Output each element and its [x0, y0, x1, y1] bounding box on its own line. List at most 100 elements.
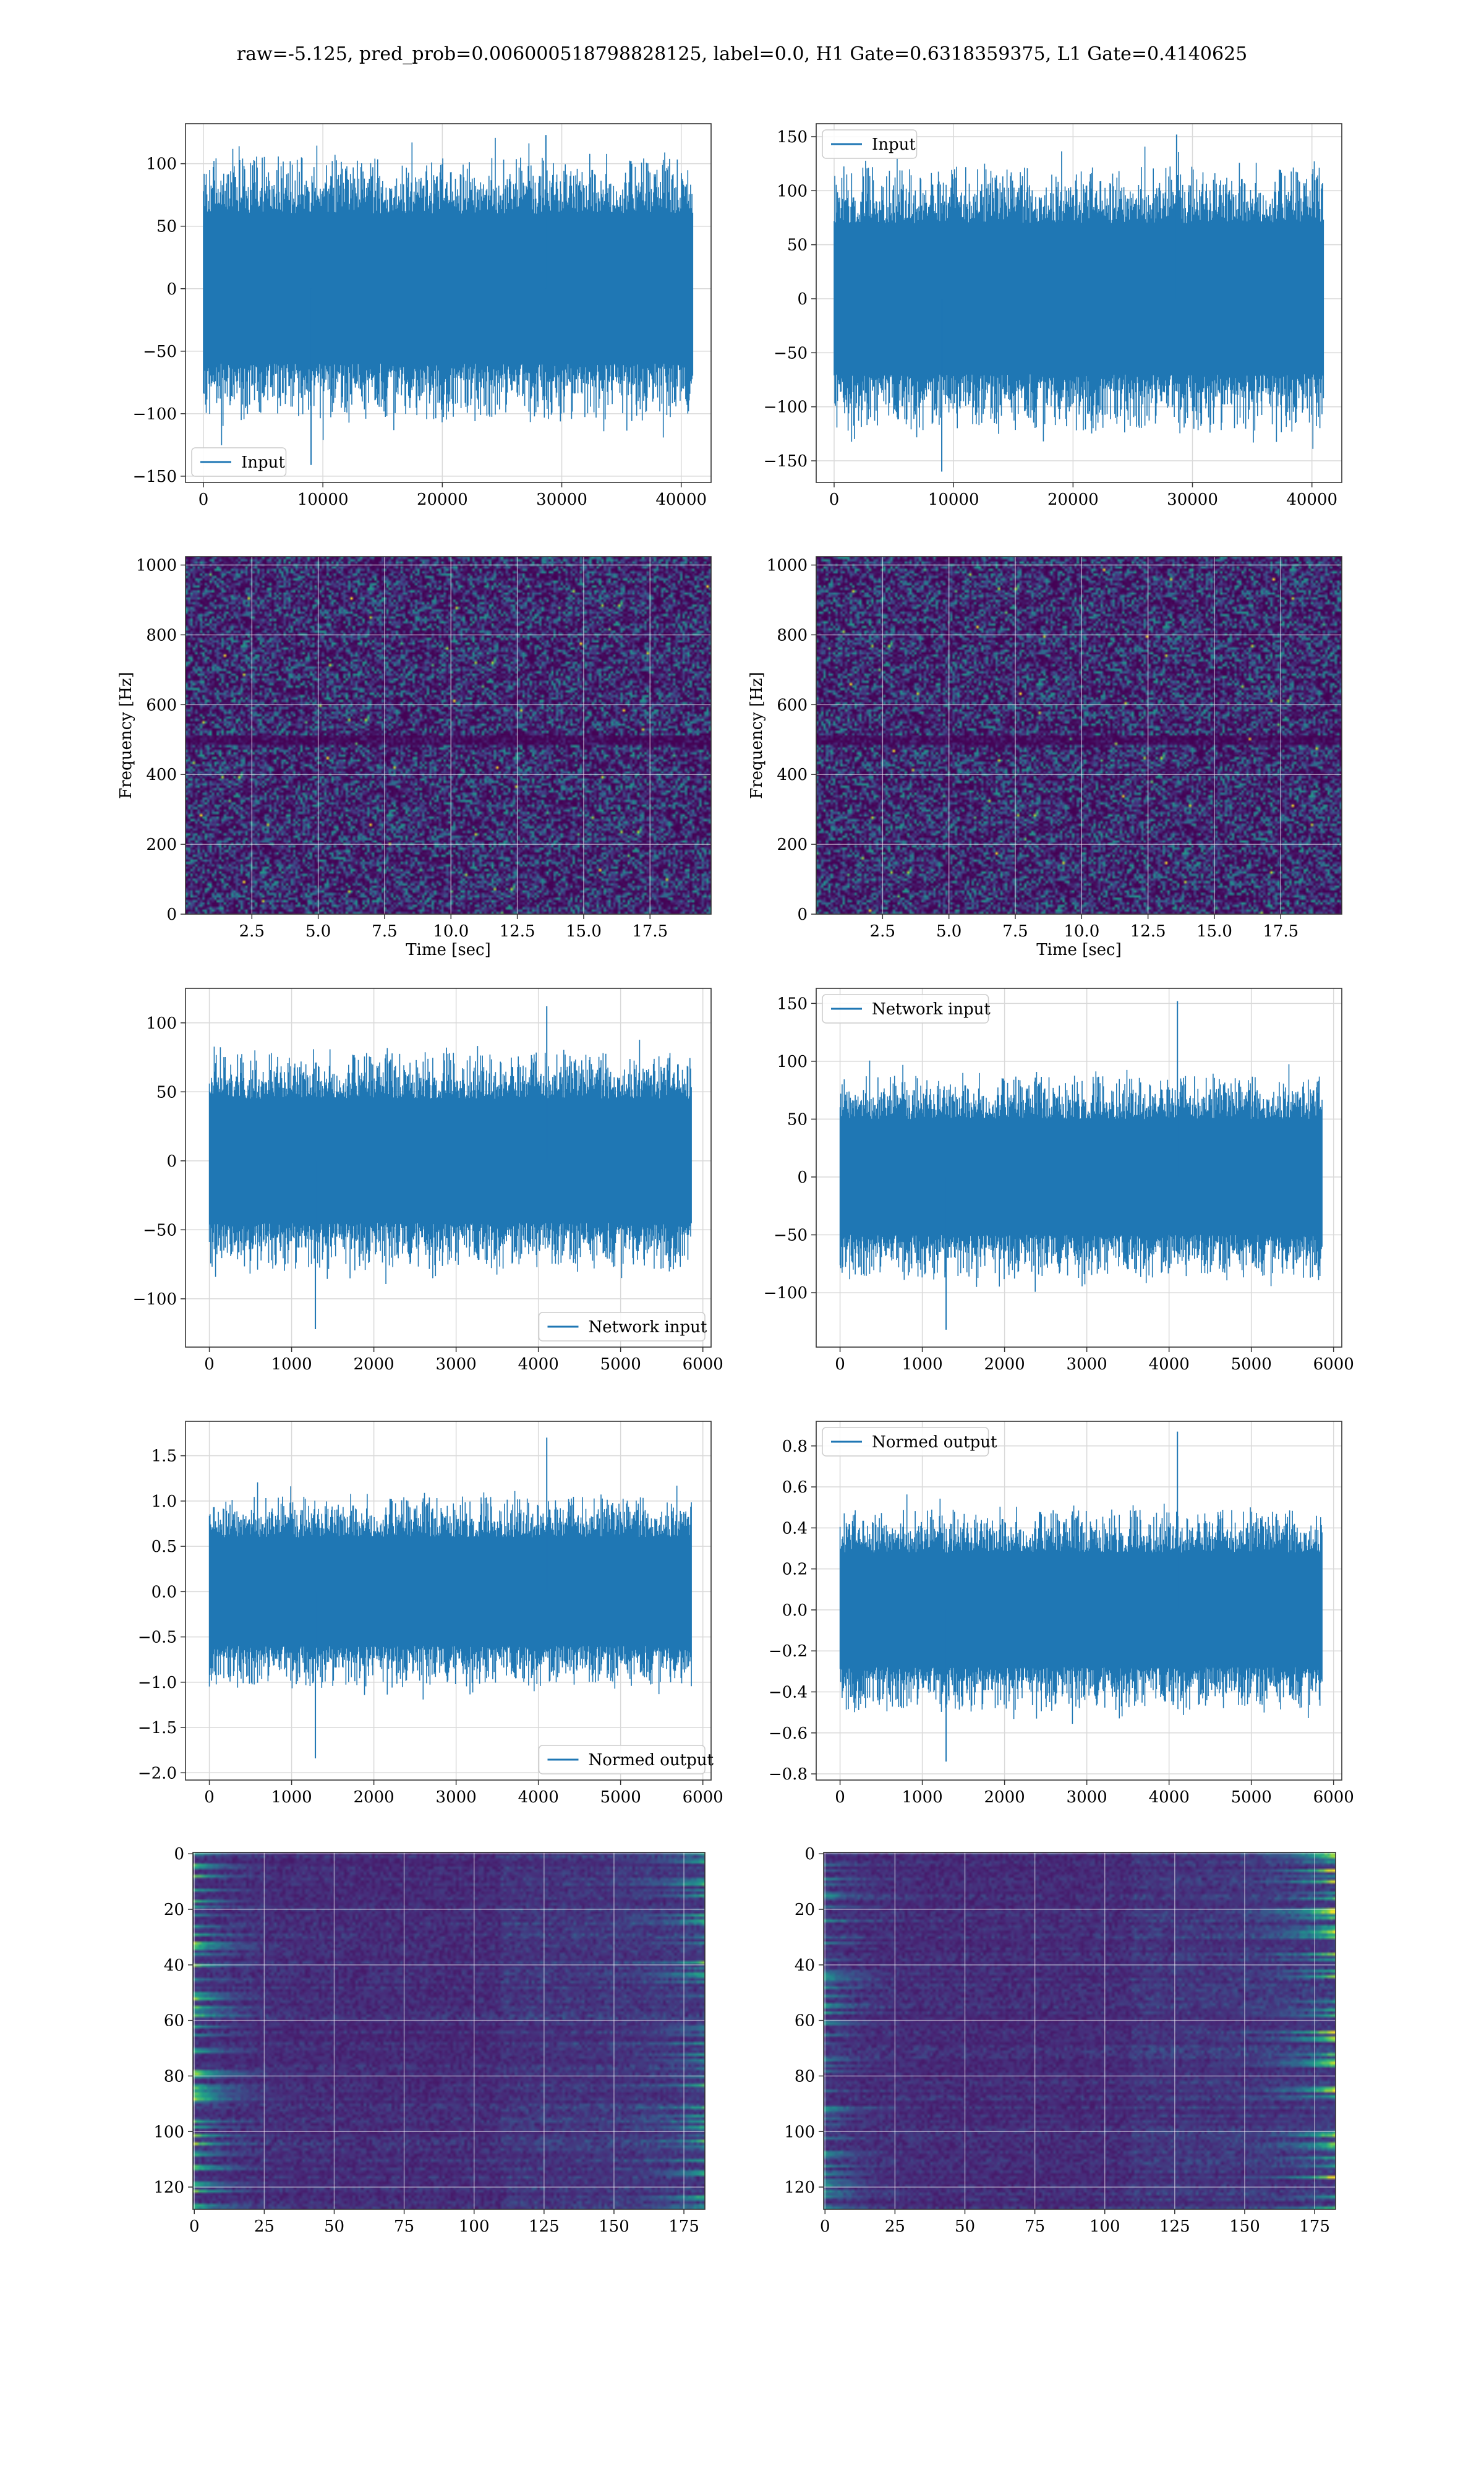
- x-tick-label: 0: [198, 490, 209, 509]
- x-tick-label: 12.5: [500, 922, 535, 941]
- y-tick-label: 600: [777, 696, 808, 714]
- y-tick-label: 600: [146, 696, 177, 714]
- series-line: [839, 1060, 1323, 1292]
- axes-frame: [816, 556, 1342, 915]
- x-tick-label: 125: [1159, 2217, 1190, 2236]
- line-chart-panel: 0 10000 20000 30000 40000 −150 −100 −50 0 50 100 In…: [133, 123, 712, 509]
- y-tick-label: −1.5: [138, 1719, 177, 1737]
- x-tick-label: 2000: [984, 1355, 1025, 1374]
- axes-frame: [185, 988, 712, 1348]
- axes-frame: [816, 1421, 1342, 1781]
- y-tick-label: 50: [787, 236, 808, 255]
- x-tick-label: 0: [829, 490, 840, 509]
- feature-map-image: [824, 1852, 1336, 2209]
- x-tick-label: 40000: [1286, 490, 1337, 509]
- x-tick-label: 15.0: [1196, 922, 1232, 941]
- legend-label: Network input: [589, 1318, 707, 1337]
- y-tick-label: −50: [774, 344, 808, 362]
- legend-label: Normed output: [872, 1433, 997, 1452]
- x-tick-label: 6000: [1313, 1788, 1354, 1807]
- x-tick-label: 1000: [271, 1788, 312, 1807]
- x-tick-label: 10.0: [433, 922, 469, 941]
- y-tick-label: 150: [777, 995, 808, 1013]
- legend: Normed output: [538, 1745, 714, 1774]
- legend-box: [191, 447, 287, 477]
- x-tick-label: 1000: [902, 1788, 943, 1807]
- line-chart-panel: 0 1000 2000 3000 4000 5000 6000 −0.8 −0.6 −0.4 −0.…: [769, 1421, 1354, 1807]
- feature-map-panel: 0 25 50 75 100 125 150 175 0 20 40 60 80 100 120: [784, 1845, 1336, 2236]
- series-line: [208, 1482, 692, 1700]
- y-tick-label: 0.6: [782, 1478, 808, 1497]
- y-tick-label: 100: [146, 155, 177, 174]
- x-tick-label: 0: [189, 2217, 200, 2236]
- axes-frame: [823, 1852, 1336, 2210]
- x-tick-label: 5.0: [305, 922, 331, 941]
- y-tick-label: 40: [795, 1956, 815, 1975]
- x-tick-label: 1000: [271, 1355, 312, 1374]
- x-tick-label: 7.5: [372, 922, 397, 941]
- x-tick-label: 6000: [1313, 1355, 1354, 1374]
- y-tick-label: 60: [795, 2012, 815, 2031]
- y-tick-label: 150: [777, 128, 808, 147]
- gridlines: [193, 1852, 705, 2209]
- y-tick-label: 800: [777, 626, 808, 644]
- x-tick-label: 25: [254, 2217, 275, 2236]
- x-tick-label: 10000: [928, 490, 979, 509]
- legend-box: [538, 1312, 706, 1342]
- x-tick-label: 5000: [600, 1788, 641, 1807]
- legend: Input: [822, 129, 918, 159]
- x-tick-label: 6000: [683, 1355, 723, 1374]
- x-tick-label: 0: [204, 1355, 215, 1374]
- y-tick-label: 0.0: [151, 1583, 177, 1601]
- y-tick-label: −50: [143, 343, 177, 361]
- x-tick-label: 150: [1229, 2217, 1260, 2236]
- x-tick-label: 2000: [984, 1788, 1025, 1807]
- y-tick-label: 0: [166, 1152, 177, 1171]
- legend-label: Network input: [872, 1000, 991, 1019]
- x-tick-label: 0: [835, 1788, 845, 1807]
- x-tick-label: 2.5: [870, 922, 895, 941]
- y-tick-label: 120: [153, 2178, 184, 2197]
- axes-frame: [816, 988, 1342, 1348]
- y-tick-label: 60: [164, 2012, 184, 2031]
- x-tick-label: 15.0: [566, 922, 602, 941]
- y-tick-label: −1.0: [138, 1674, 177, 1692]
- x-tick-label: 125: [529, 2217, 560, 2236]
- x-tick-label: 30000: [1167, 490, 1218, 509]
- legend-box: [538, 1745, 706, 1774]
- legend-label: Input: [241, 453, 285, 472]
- axes-frame: [185, 556, 712, 915]
- line-chart-panel: 0 10000 20000 30000 40000 −150 −100 −50 0 50 100 15…: [764, 123, 1342, 509]
- y-tick-label: 50: [156, 218, 177, 236]
- x-tick-label: 4000: [1149, 1355, 1190, 1374]
- y-tick-label: −100: [133, 405, 177, 424]
- y-tick-label: 0.4: [782, 1519, 808, 1538]
- x-tick-label: 2.5: [239, 922, 265, 941]
- y-tick-label: 400: [777, 766, 808, 784]
- x-tick-label: 75: [1025, 2217, 1045, 2236]
- y-tick-label: 80: [164, 2067, 184, 2086]
- legend: Network input: [822, 994, 991, 1024]
- y-tick-label: 1000: [767, 557, 808, 575]
- feature-map-panel: 0 25 50 75 100 125 150 175 0 20 40 60 80 100 120: [153, 1845, 706, 2236]
- axes-frame: [185, 1421, 712, 1781]
- gridlines: [824, 1852, 1336, 2209]
- y-tick-label: 100: [777, 1053, 808, 1071]
- y-tick-label: 0: [797, 905, 808, 924]
- y-tick-label: 40: [164, 1956, 184, 1975]
- y-tick-label: 50: [787, 1110, 808, 1129]
- x-tick-label: 17.5: [632, 922, 668, 941]
- y-tick-label: 400: [146, 766, 177, 784]
- y-tick-label: 0: [166, 280, 177, 299]
- y-tick-label: −150: [133, 468, 177, 486]
- y-tick-label: −0.2: [769, 1642, 808, 1661]
- legend: Network input: [538, 1312, 707, 1342]
- y-tick-label: 0: [804, 1845, 815, 1864]
- y-tick-label: 0: [797, 1168, 808, 1187]
- y-tick-label: 100: [153, 2123, 184, 2141]
- x-tick-label: 30000: [536, 490, 587, 509]
- y-tick-label: −2.0: [138, 1764, 177, 1783]
- spectrogram-panel: 2.5 5.0 7.5 10.0 12.5 15.0 17.5 0 200 400 600 800 10…: [748, 556, 1342, 959]
- x-tick-label: 75: [394, 2217, 414, 2236]
- legend-box: [822, 1427, 989, 1457]
